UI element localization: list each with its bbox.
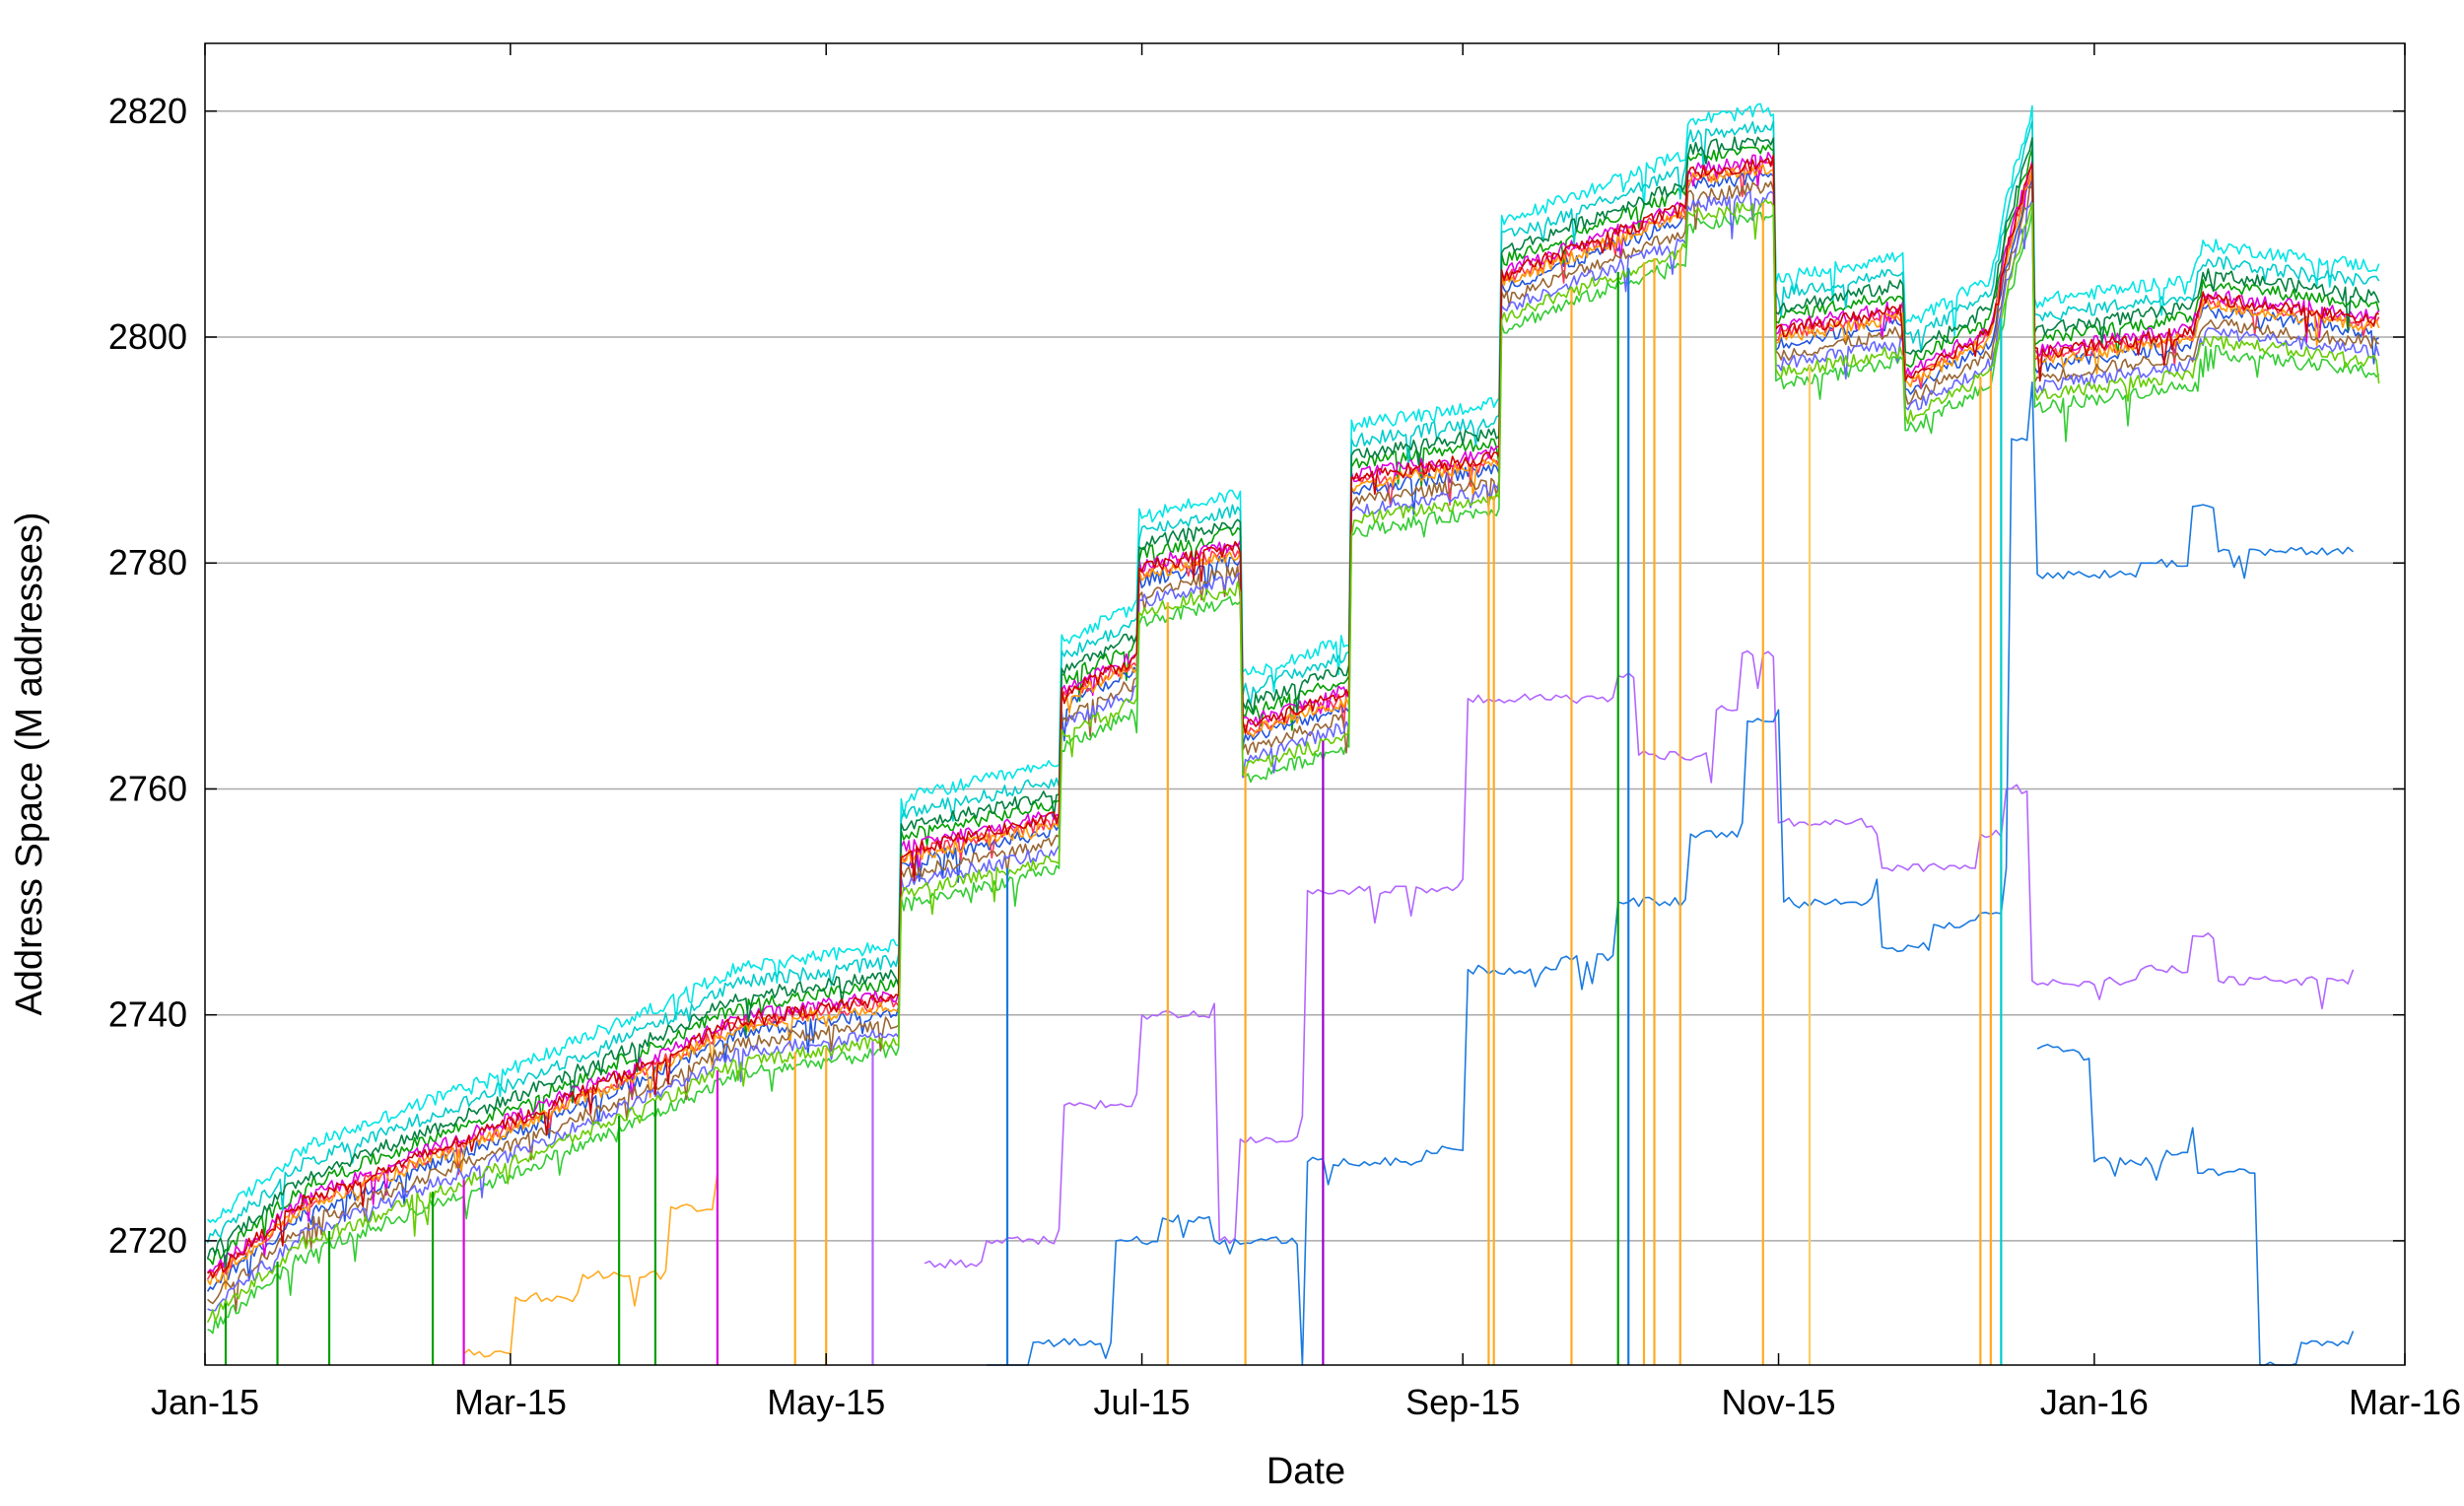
- series-line-3: [207, 210, 2380, 1335]
- series-line-6: [207, 152, 2380, 1273]
- series-line-1: [206, 103, 2380, 1223]
- x-tick-label: Nov-15: [1722, 1382, 1836, 1422]
- series-line-13: [206, 199, 2380, 1324]
- x-tick-label: Mar-16: [2349, 1382, 2461, 1422]
- plot-frame: [204, 42, 2406, 1366]
- outlier-series-2: [987, 380, 2355, 1366]
- series-layer: [206, 103, 2380, 1366]
- series-line-8: [206, 120, 2380, 1244]
- x-tick-label: May-15: [767, 1382, 885, 1422]
- y-tick-label: 2780: [108, 542, 187, 582]
- outlier-series-1: [924, 650, 2355, 1268]
- x-tick-label: Jul-15: [1094, 1382, 1191, 1422]
- series-line-12: [207, 154, 2379, 1279]
- x-tick-label: Sep-15: [1405, 1382, 1520, 1422]
- grid-layer: [205, 110, 2405, 1242]
- y-axis-label: Address Space (M addresses): [9, 512, 50, 1015]
- y-tick-label: 2760: [108, 768, 187, 808]
- x-axis-label: Date: [1266, 1451, 1345, 1492]
- outlier-series-4: [463, 1173, 719, 1358]
- x-tick-label: Mar-15: [454, 1382, 567, 1422]
- series-line-4: [206, 171, 2380, 1292]
- outlier-series-3: [2036, 1044, 2355, 1366]
- series-line-7: [206, 164, 2380, 1290]
- y-tick-label: 2740: [108, 994, 187, 1035]
- series-line-9: [206, 136, 2380, 1268]
- y-tick-label: 2720: [108, 1220, 187, 1261]
- y-tick-label: 2820: [108, 91, 187, 131]
- y-tick-label: 2800: [108, 316, 187, 357]
- x-tick-label: Jan-16: [2040, 1382, 2149, 1422]
- x-tick-label: Jan-15: [151, 1382, 259, 1422]
- ticks-layer: 2720 2740 2760 2780 2800 2820 Jan-15 Mar-15 May-…: [108, 43, 2461, 1422]
